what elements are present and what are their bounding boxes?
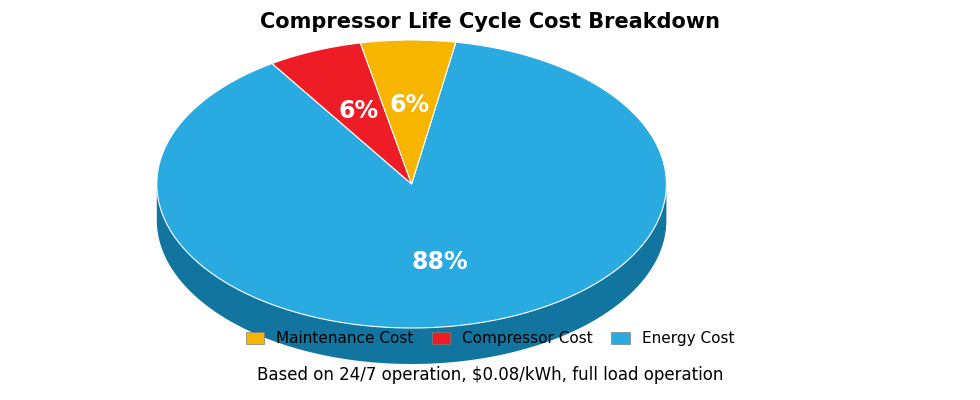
- Text: Compressor Life Cycle Cost Breakdown: Compressor Life Cycle Cost Breakdown: [260, 12, 720, 32]
- Legend: Maintenance Cost, Compressor Cost, Energy Cost: Maintenance Cost, Compressor Cost, Energ…: [239, 325, 741, 352]
- Text: 6%: 6%: [390, 93, 429, 117]
- Text: Based on 24/7 operation, $0.08/kWh, full load operation: Based on 24/7 operation, $0.08/kWh, full…: [257, 366, 723, 384]
- Polygon shape: [157, 184, 666, 364]
- Text: 6%: 6%: [338, 99, 378, 123]
- Polygon shape: [361, 40, 456, 184]
- Text: 88%: 88%: [412, 250, 468, 274]
- Polygon shape: [272, 43, 412, 184]
- Polygon shape: [157, 42, 666, 328]
